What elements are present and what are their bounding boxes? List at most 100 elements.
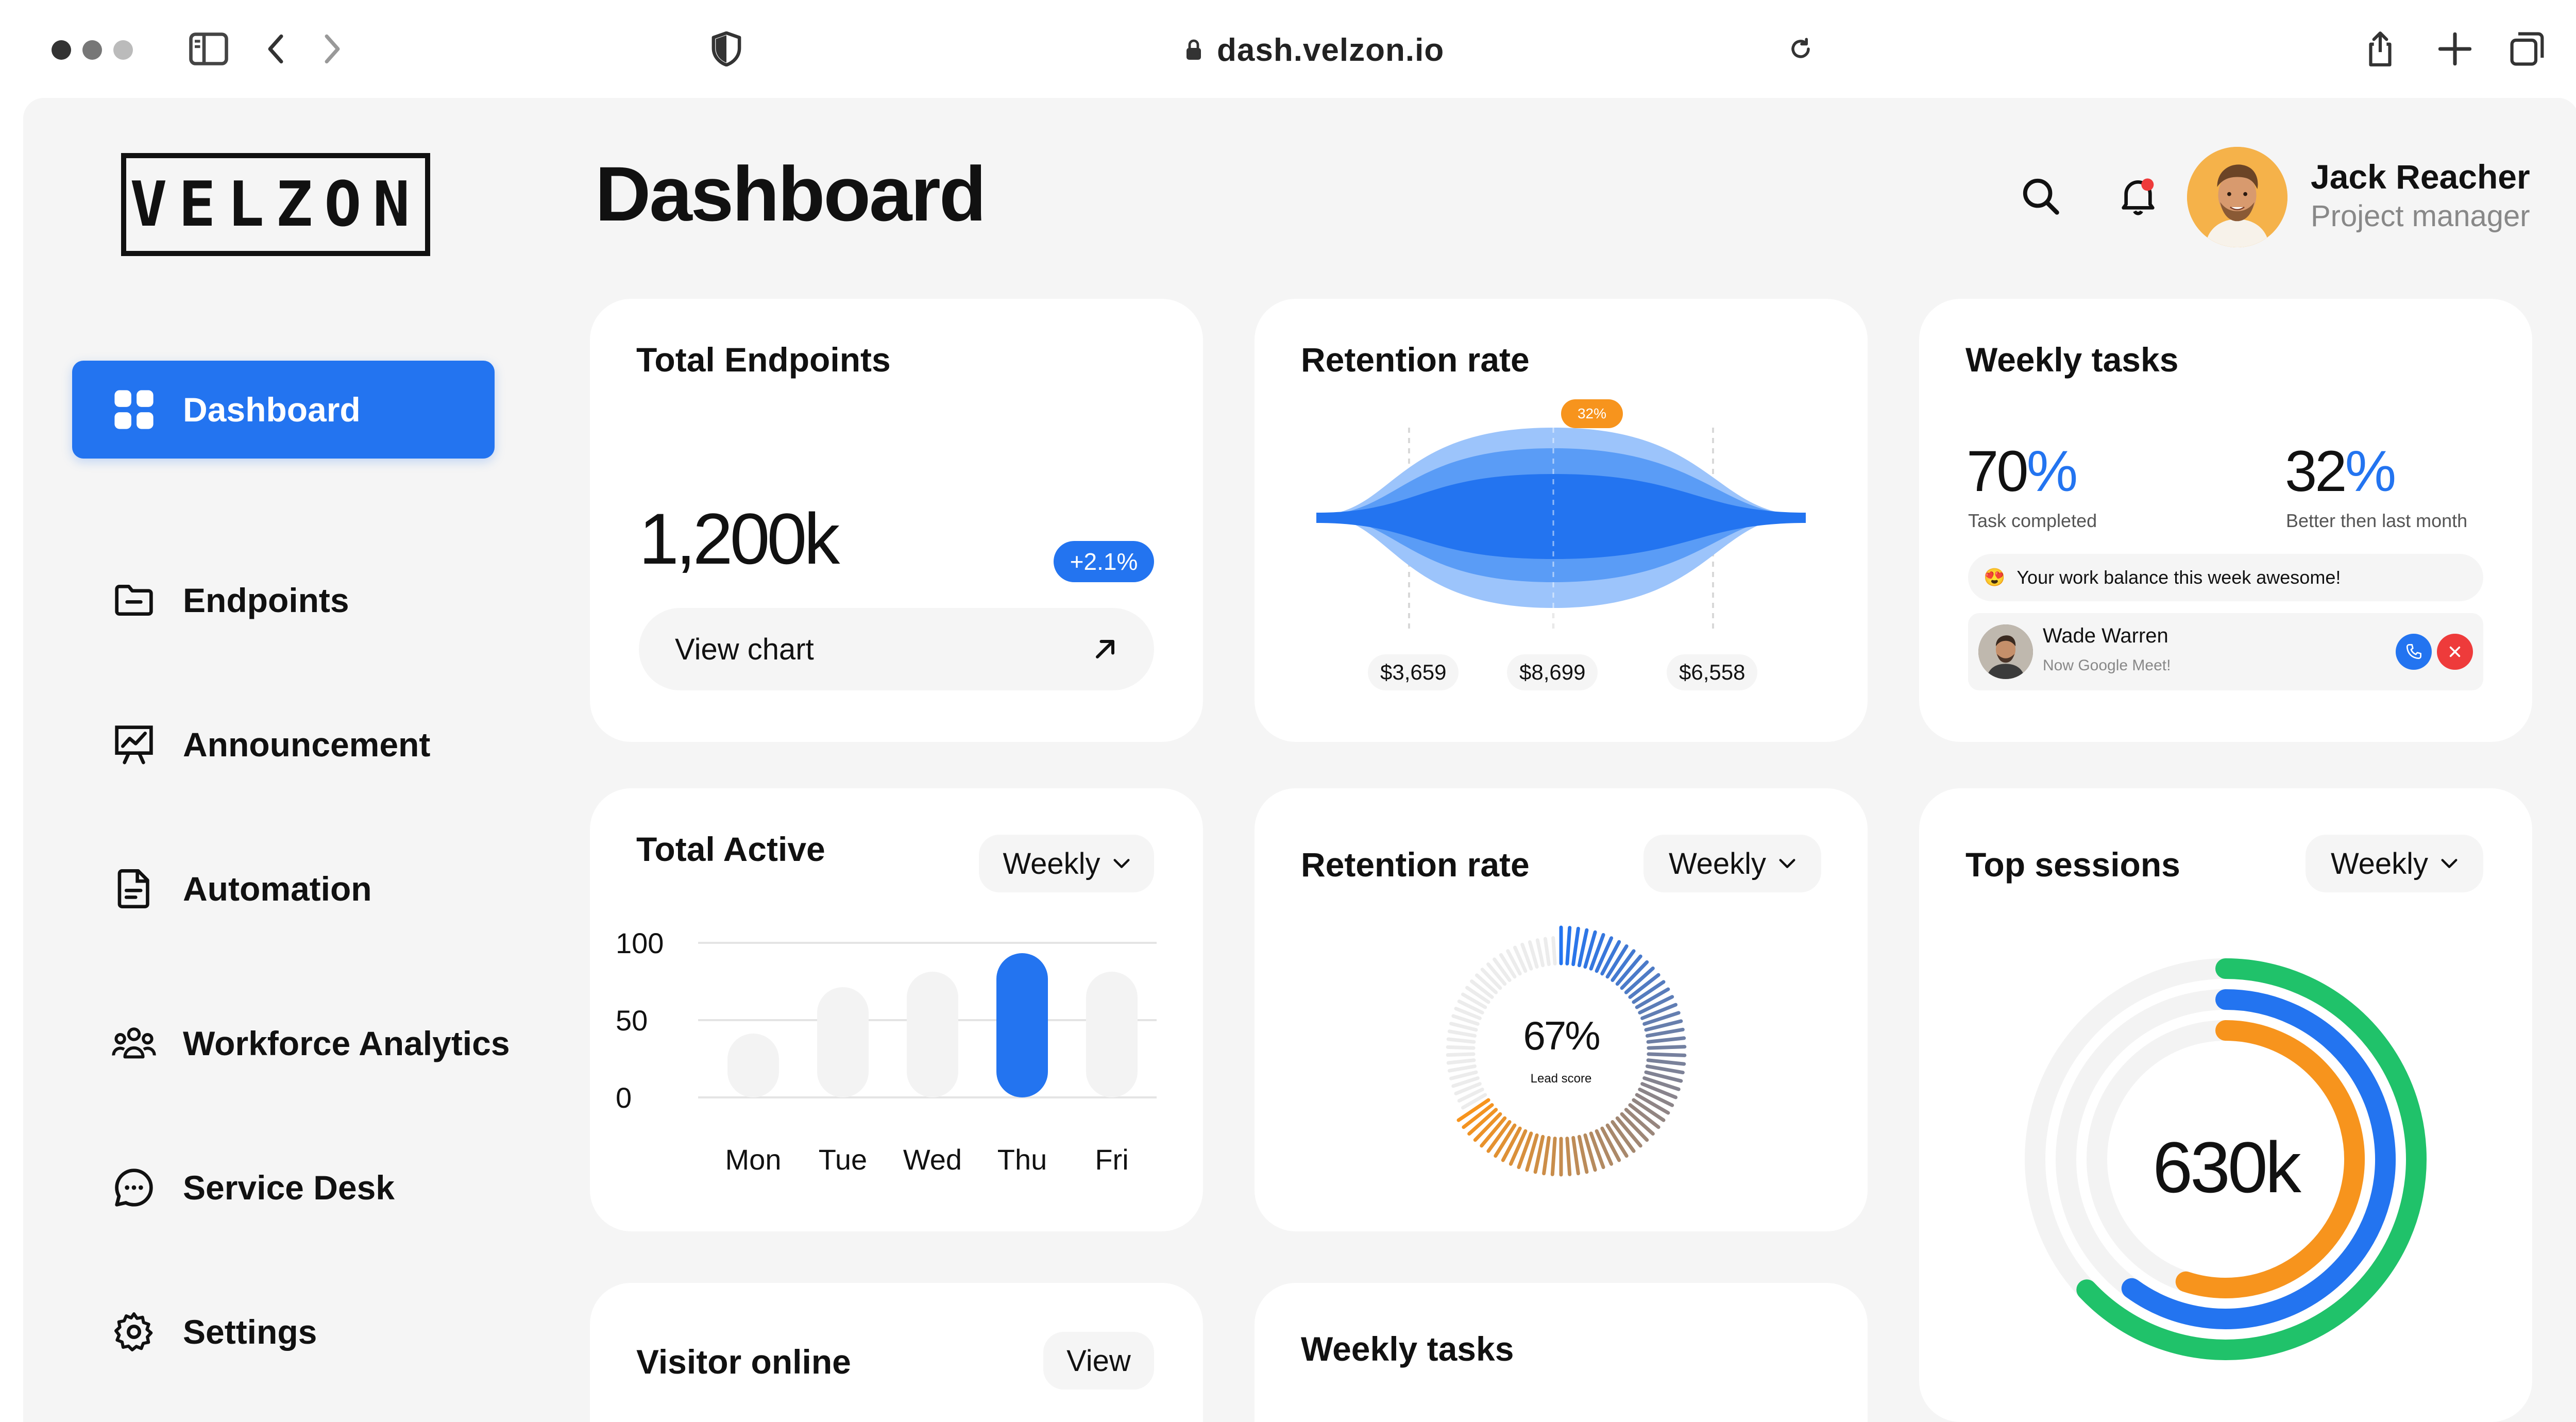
score-tick-filled <box>1473 1112 1502 1142</box>
bell-icon <box>2117 175 2159 216</box>
score-tick-filled <box>1494 1123 1517 1158</box>
score-tick-empty <box>1447 1029 1477 1038</box>
ring-arc-2 <box>2121 989 2396 1329</box>
score-tick-filled <box>1600 940 1621 976</box>
score-tick-empty <box>1551 936 1557 966</box>
folder-icon <box>111 577 157 623</box>
balance-message: 😍 Your work balance this week awesome! <box>1968 554 2483 601</box>
score-tick-empty <box>1520 942 1533 971</box>
presentation-chart-icon <box>111 721 157 768</box>
privacy-shield-icon[interactable] <box>703 28 750 70</box>
sidebar-item-label: Workforce Analytics <box>183 1024 510 1062</box>
chevron-down-icon <box>1778 858 1796 869</box>
heart-eyes-emoji: 😍 <box>1984 568 2006 587</box>
sidebar-item-workforce-analytics[interactable]: Workforce Analytics <box>72 994 567 1092</box>
meeting-row[interactable]: Wade Warren Now Google Meet! <box>1968 613 2483 690</box>
x-tick-label: Wed <box>903 1143 962 1176</box>
bar-tue[interactable] <box>817 987 869 1097</box>
score-tick-filled <box>1462 1103 1494 1129</box>
sidebar-item-service-desk[interactable]: Service Desk <box>72 1139 495 1237</box>
bar-mon[interactable] <box>727 1034 779 1097</box>
score-tick-empty <box>1449 1022 1478 1032</box>
meet-name: Wade Warren <box>2043 624 2168 647</box>
chevron-down-icon <box>1113 858 1130 869</box>
score-tick-filled <box>1605 1123 1629 1158</box>
window-minimize-dot[interactable] <box>82 40 102 60</box>
score-tick-empty <box>1486 962 1507 986</box>
score-tick-filled <box>1620 960 1649 990</box>
bar-wed[interactable] <box>907 972 958 1097</box>
score-tick-empty <box>1470 979 1494 999</box>
view-chart-button[interactable]: View chart <box>639 608 1154 690</box>
score-tick-empty <box>1457 1000 1484 1014</box>
period-label: Weekly <box>2330 847 2429 881</box>
score-tick-filled <box>1628 973 1660 999</box>
address-bar[interactable]: dash.velzon.io <box>1185 27 1444 73</box>
share-icon[interactable] <box>2357 26 2403 72</box>
sidebar-item-settings[interactable]: Settings <box>72 1283 495 1381</box>
sidebar-item-announcement[interactable]: Announcement <box>72 696 495 793</box>
score-tick-filled <box>1638 1088 1674 1107</box>
lead-score-value: 67% <box>1523 1013 1600 1058</box>
y-tick-label: 50 <box>616 1004 648 1037</box>
card-title: Total Active <box>636 830 825 868</box>
card-title: Weekly tasks <box>1965 341 2179 379</box>
score-tick-empty <box>1447 1064 1477 1073</box>
sidebar-item-label: Announcement <box>183 725 431 764</box>
retention-rate-card: Retention rate 32% $3,659 $8,699 $6,558 <box>1255 299 1868 742</box>
reload-icon[interactable] <box>1780 28 1821 70</box>
score-tick-filled <box>1577 1135 1589 1174</box>
score-tick-filled <box>1624 1108 1655 1136</box>
accept-call-button[interactable] <box>2396 634 2432 670</box>
score-tick-filled <box>1501 1126 1522 1162</box>
score-tick-filled <box>1550 1137 1557 1176</box>
bar-thu[interactable] <box>996 953 1048 1097</box>
score-tick-filled <box>1647 1045 1687 1050</box>
sidebar-item-automation[interactable]: Automation <box>72 840 495 938</box>
view-button[interactable]: View <box>1043 1332 1154 1390</box>
score-tick-empty <box>1457 1088 1484 1103</box>
score-tick-empty <box>1446 1052 1476 1057</box>
app-window: VELZON Dashboard Endpoints Announcement <box>23 98 2576 1422</box>
score-tick-filled <box>1595 936 1614 973</box>
stat-chip: $6,558 <box>1667 654 1758 690</box>
weekly-tasks-card-bottom: Weekly tasks <box>1255 1283 1868 1422</box>
bar-fri[interactable] <box>1086 972 1138 1097</box>
top-sessions-value: 630k <box>2153 1127 2301 1208</box>
sidebar-item-endpoints[interactable]: Endpoints <box>72 551 495 649</box>
score-tick-filled <box>1640 1082 1678 1099</box>
sidebar-item-label: Service Desk <box>183 1169 395 1207</box>
window-zoom-dot[interactable] <box>113 40 133 60</box>
gear-icon <box>111 1309 157 1355</box>
page-title: Dashboard <box>595 150 986 237</box>
retention-stream-chart <box>1316 428 1806 629</box>
brand-logo[interactable]: VELZON <box>121 153 430 256</box>
search-button[interactable] <box>2012 167 2069 224</box>
user-name[interactable]: Jack Reacher <box>2311 158 2530 196</box>
sidebar-item-dashboard[interactable]: Dashboard <box>72 361 495 459</box>
period-dropdown[interactable]: Weekly <box>979 835 1154 892</box>
back-icon[interactable] <box>258 28 294 70</box>
sidebar-toggle-icon[interactable] <box>185 28 232 70</box>
tabs-overview-icon[interactable] <box>2504 26 2550 72</box>
card-title: Retention rate <box>1301 845 1530 884</box>
forward-icon[interactable] <box>314 28 350 70</box>
avatar[interactable] <box>2187 147 2287 247</box>
score-tick-empty <box>1535 938 1545 968</box>
score-tick-filled <box>1647 1052 1687 1057</box>
notifications-button[interactable] <box>2110 167 2166 224</box>
new-tab-icon[interactable] <box>2432 26 2478 72</box>
window-close-dot[interactable] <box>52 40 71 60</box>
score-tick-filled <box>1644 1070 1683 1083</box>
period-dropdown[interactable]: Weekly <box>2306 835 2483 892</box>
score-tick-empty <box>1506 949 1522 976</box>
period-dropdown[interactable]: Weekly <box>1643 835 1821 892</box>
score-tick-filled <box>1467 1108 1498 1136</box>
decline-call-button[interactable] <box>2437 634 2473 670</box>
team-icon <box>111 1020 157 1066</box>
search-icon <box>2020 176 2060 216</box>
score-tick-empty <box>1454 1007 1482 1020</box>
score-tick-filled <box>1620 1112 1649 1142</box>
score-tick-filled <box>1517 1131 1533 1170</box>
stat-chip: $8,699 <box>1507 654 1598 690</box>
